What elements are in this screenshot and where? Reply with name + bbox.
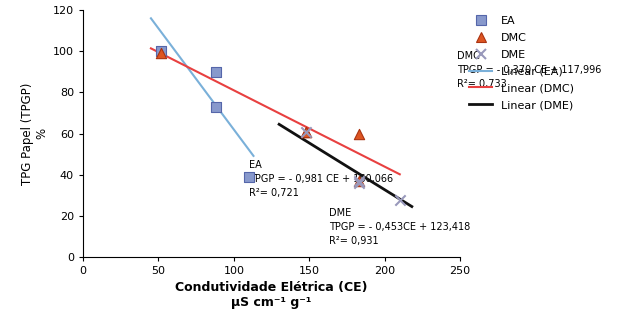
- Point: [354, 179, 364, 184]
- Point: [211, 104, 221, 110]
- Point: [354, 131, 364, 136]
- Point: [301, 129, 311, 134]
- Text: DME
TPGP = - 0,453CE + 123,418
R²= 0,931: DME TPGP = - 0,453CE + 123,418 R²= 0,931: [329, 208, 470, 246]
- Point: [395, 197, 405, 202]
- Point: [244, 174, 254, 180]
- X-axis label: Condutividade Elétrica (CE)
μS cm⁻¹ g⁻¹: Condutividade Elétrica (CE) μS cm⁻¹ g⁻¹: [175, 280, 368, 309]
- Y-axis label: TPG Papel (TPGP)
%: TPG Papel (TPGP) %: [20, 82, 49, 185]
- Point: [157, 50, 167, 56]
- Text: EA
TPGP = - 0,981 CE + 160,066
R²= 0,721: EA TPGP = - 0,981 CE + 160,066 R²= 0,721: [249, 160, 393, 198]
- Point: [354, 179, 364, 184]
- Text: DMC
TPGP = - 0,370 CE + 117,996
R²= 0,733: DMC TPGP = - 0,370 CE + 117,996 R²= 0,73…: [457, 51, 601, 89]
- Point: [211, 69, 221, 75]
- Point: [157, 49, 167, 54]
- Point: [301, 129, 311, 134]
- Point: [301, 129, 311, 134]
- Legend: EA, DMC, DME, Linear (EA), Linear (DMC), Linear (DME): EA, DMC, DME, Linear (EA), Linear (DMC),…: [470, 16, 574, 111]
- Point: [354, 181, 364, 186]
